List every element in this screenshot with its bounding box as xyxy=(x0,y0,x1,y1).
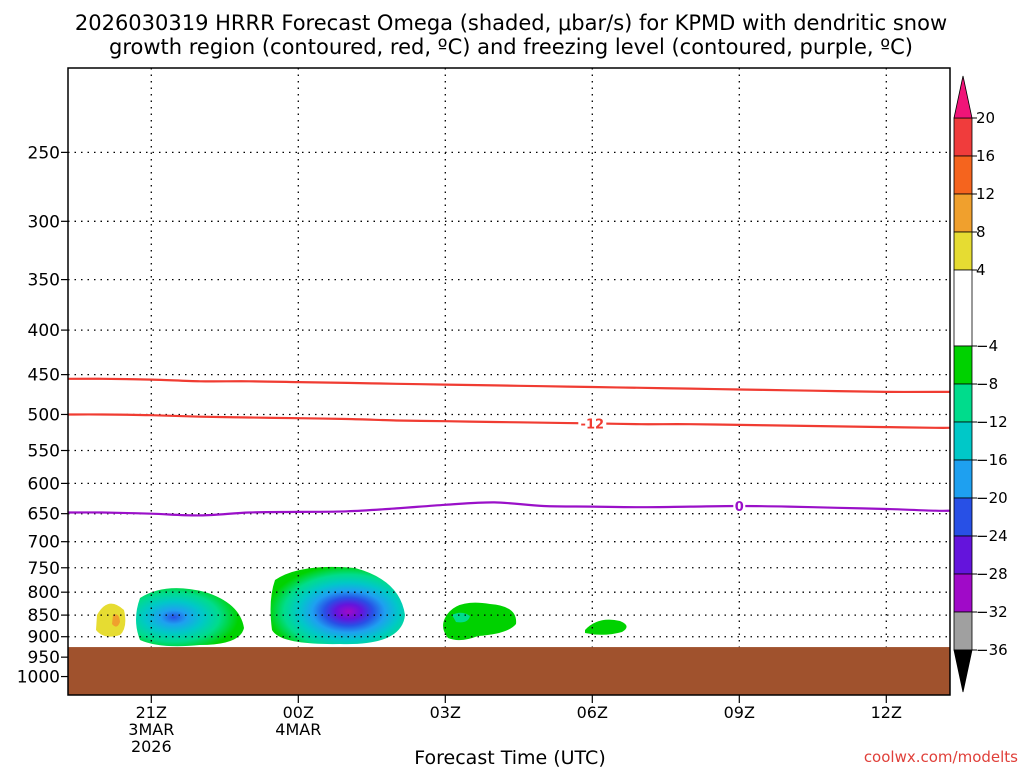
x-tick-label-4mar: 4MAR xyxy=(275,720,321,739)
freezing-level-contour xyxy=(68,501,950,517)
y-tick-label-400: 400 xyxy=(28,321,60,341)
colorbar-bottom-arrow xyxy=(953,649,973,693)
x-axis-label: Forecast Time (UTC) xyxy=(414,747,605,768)
contour-labels: -12 0 xyxy=(578,416,746,515)
y-tick-label-300: 300 xyxy=(28,212,60,232)
colorbar-label-m12: −12 xyxy=(976,413,1008,431)
y-axis: 2503003504004505005506006507007508008509… xyxy=(17,143,68,688)
y-tick-label-750: 750 xyxy=(28,559,60,579)
y-tick-label-250: 250 xyxy=(28,143,60,163)
freezing-level-label-bg xyxy=(733,499,746,514)
y-tick-label-600: 600 xyxy=(28,474,60,494)
omega-cell-06z xyxy=(585,619,627,635)
colorbar-label-16: 16 xyxy=(976,147,995,165)
plot-area xyxy=(68,68,950,695)
colorbar-top-arrow xyxy=(953,75,973,119)
colorbar-label-m24: −24 xyxy=(976,527,1008,545)
x-tick-label-3mar: 3MAR xyxy=(128,720,174,739)
omega-cell-03z xyxy=(443,602,517,641)
colorbar-label-m8: −8 xyxy=(976,375,998,393)
y-tick-label-450: 450 xyxy=(28,366,60,386)
colorbar-band-16-20 xyxy=(953,117,973,157)
colorbar-band-4-8 xyxy=(953,231,973,271)
x-tick-label-00z: 00Z xyxy=(283,703,314,722)
contour-lines xyxy=(68,377,950,517)
y-tick-label-800: 800 xyxy=(28,583,60,603)
y-tick-label-900: 900 xyxy=(28,628,60,648)
colorbar-label-m28: −28 xyxy=(976,565,1008,583)
y-tick-label-1000: 1000 xyxy=(17,668,60,688)
x-tick-label-03z: 03Z xyxy=(430,703,461,722)
colorbar-band-12-16 xyxy=(953,155,973,195)
colorbar-band-m12-m8 xyxy=(953,383,973,423)
y-tick-label-550: 550 xyxy=(28,442,60,462)
x-tick-label-09z: 09Z xyxy=(724,703,755,722)
dgz-lower-label: -12 xyxy=(581,417,605,432)
y-tick-label-350: 350 xyxy=(28,271,60,291)
omega-cell-21z xyxy=(136,588,244,647)
colorbar-band-8-12 xyxy=(953,193,973,233)
colorbar-label-m32: −32 xyxy=(976,603,1008,621)
colorbar-label-8: 8 xyxy=(976,223,986,241)
colorbar-label-4: 4 xyxy=(976,261,986,279)
x-tick-label-06z: 06Z xyxy=(577,703,608,722)
colorbar-label-20: 20 xyxy=(976,109,995,127)
colorbar-band-m16-m12 xyxy=(953,421,973,461)
y-tick-label-950: 950 xyxy=(28,648,60,668)
omega-shading xyxy=(96,566,627,647)
x-tick-label-21z: 21Z xyxy=(136,703,167,722)
colorbar-label-m36: −36 xyxy=(976,641,1008,659)
colorbar-band-m28-m24 xyxy=(953,535,973,575)
dgz-lower-label-bg xyxy=(578,416,607,431)
colorbar-label-m4: −4 xyxy=(976,337,998,355)
x-tick-label-12z: 12Z xyxy=(871,703,902,722)
colorbar-band-m8-m4 xyxy=(953,345,973,385)
chart-title-line1: 2026030319 HRRR Forecast Omega (shaded, … xyxy=(75,11,947,35)
dgz-lower-contour xyxy=(68,413,950,429)
credit-text: coolwx.com/modelts xyxy=(864,748,1018,766)
colorbar-label-12: 12 xyxy=(976,185,995,203)
colorbar-band-m20-m16 xyxy=(953,459,973,499)
freezing-level-label: 0 xyxy=(735,500,744,515)
colorbar-band-m24-m20 xyxy=(953,497,973,537)
x-tick-label-2026: 2026 xyxy=(131,737,172,756)
y-tick-label-500: 500 xyxy=(28,405,60,425)
colorbar: 20 16 12 8 4 −4 −8 −12 −16 −20 −24 −28 −32 −36 xyxy=(953,75,1008,693)
y-tick-label-850: 850 xyxy=(28,606,60,626)
omega-positive-cell xyxy=(96,603,126,637)
chart-title-line2: growth region (contoured, red, ºC) and f… xyxy=(109,35,913,59)
colorbar-label-m20: −20 xyxy=(976,489,1008,507)
plot-frame xyxy=(67,67,951,696)
surface-terrain xyxy=(68,647,950,695)
colorbar-band-m32-m28 xyxy=(953,573,973,613)
dgz-upper-contour xyxy=(68,377,950,394)
colorbar-band-m4-4 xyxy=(953,269,973,347)
y-tick-label-650: 650 xyxy=(28,505,60,525)
colorbar-band-m36-m32 xyxy=(953,611,973,651)
colorbar-label-m16: −16 xyxy=(976,451,1008,469)
y-tick-label-700: 700 xyxy=(28,533,60,553)
omega-cell-01z xyxy=(270,566,405,645)
